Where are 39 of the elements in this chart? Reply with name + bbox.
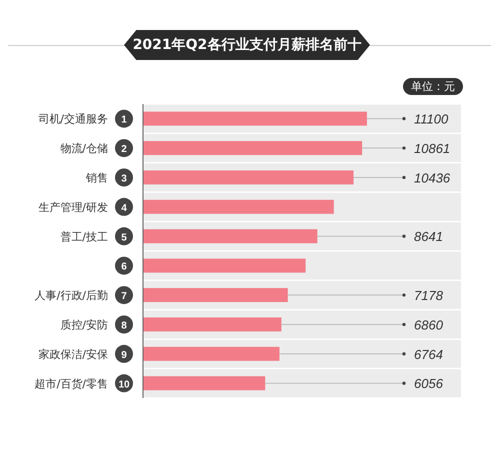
text: 3 xyxy=(121,174,128,184)
bar xyxy=(143,112,367,126)
data-label: 10436 xyxy=(414,170,451,186)
text: 7 xyxy=(121,291,128,302)
text: 4 xyxy=(121,202,128,214)
text: 5 xyxy=(121,232,128,244)
bar xyxy=(143,258,306,273)
text: 1 xyxy=(121,114,128,126)
data-label: 6764 xyxy=(414,346,443,362)
y-tick-label: 物流/仓储 xyxy=(60,142,108,156)
chart-title: 2021年Q2各行业支付月薪排名前十 xyxy=(124,30,370,60)
bar xyxy=(143,317,282,332)
text: 2 xyxy=(121,144,128,156)
y-tick-label: 生产管理/研发 xyxy=(38,200,108,214)
y-tick-label: 家政保洁/安保 xyxy=(38,348,108,361)
data-label: 8641 xyxy=(414,229,443,244)
data-label: 7178 xyxy=(414,288,444,304)
text: 8 xyxy=(121,320,128,332)
bar xyxy=(143,376,266,390)
data-label: 11100 xyxy=(414,112,449,127)
data-label: 6056 xyxy=(414,376,444,392)
data-label: 6860 xyxy=(414,317,444,332)
bar xyxy=(143,170,354,184)
bar xyxy=(143,229,318,244)
y-tick-label: 销售 xyxy=(85,172,108,184)
text: 10 xyxy=(118,379,130,390)
y-tick-label: 质控/安防 xyxy=(60,318,108,332)
text: 9 xyxy=(121,350,128,361)
x-axis-title: 单位：元 xyxy=(403,78,463,95)
y-tick-label: 人事/行政/后勤 xyxy=(34,289,108,302)
data-label: 10861 xyxy=(414,141,450,156)
bar xyxy=(143,200,334,214)
y-tick-label: 超市/百货/零售 xyxy=(34,377,108,390)
bar xyxy=(143,141,362,156)
y-tick-label: 普工/技工 xyxy=(60,230,108,244)
text: 6 xyxy=(121,262,128,273)
bar xyxy=(143,346,280,361)
bar xyxy=(143,288,288,302)
y-tick-label: 司机/交通服务 xyxy=(38,112,108,126)
